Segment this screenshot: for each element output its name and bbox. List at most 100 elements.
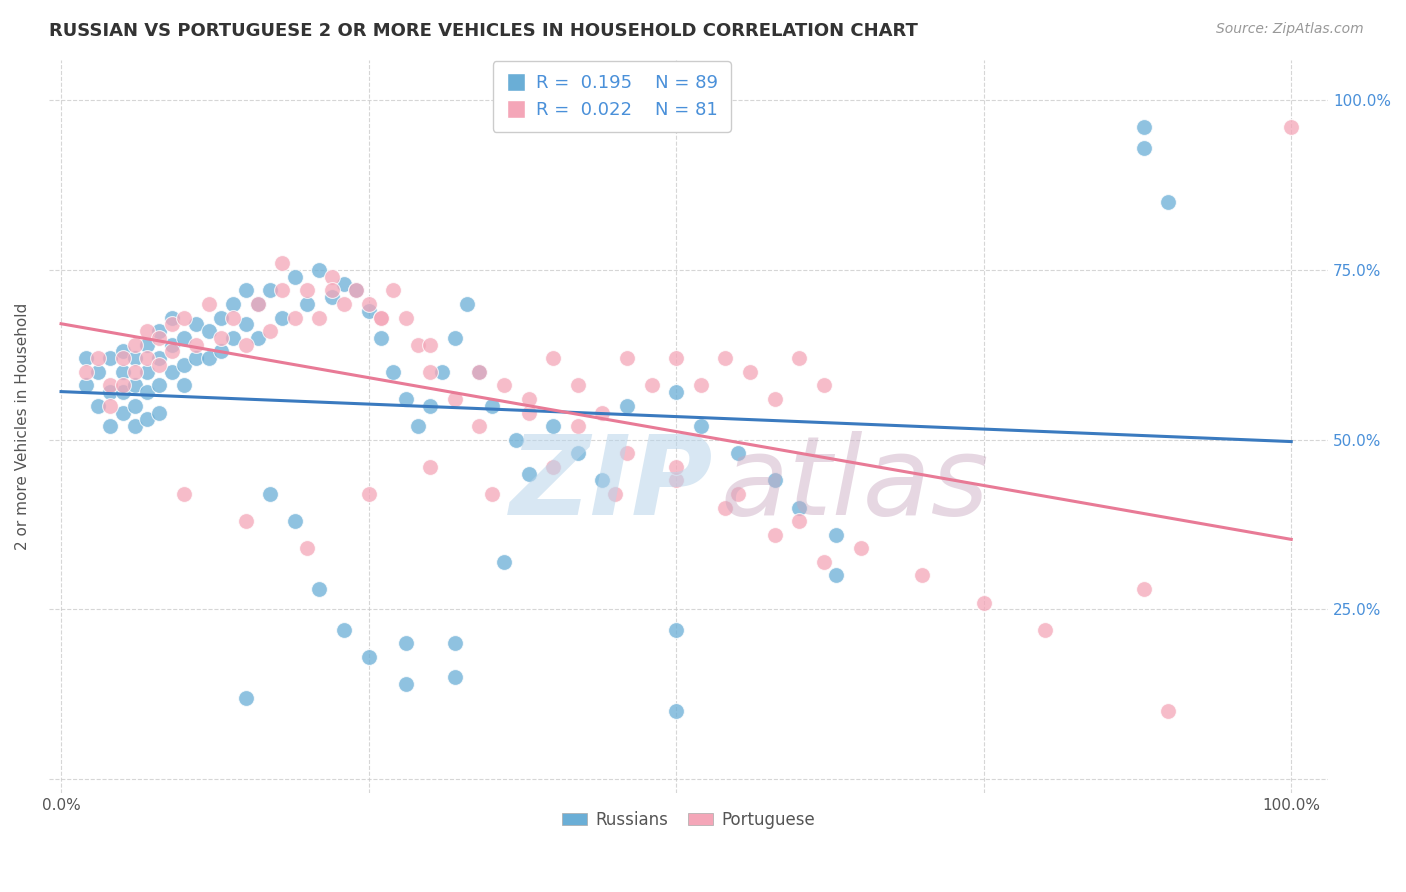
Point (591, 406, 613, 420)
Point (295, 297, 318, 311)
Point (284, 269, 307, 284)
Point (603, 487, 626, 501)
Point (148, 351, 170, 366)
Point (1157, 195, 1180, 210)
Point (1132, 120, 1154, 135)
Point (443, 392, 465, 406)
Point (517, 406, 540, 420)
Point (197, 297, 219, 311)
Point (136, 351, 159, 366)
Point (136, 337, 159, 351)
Point (689, 378, 711, 392)
Point (468, 419, 491, 434)
Point (295, 284, 318, 298)
Point (333, 297, 356, 311)
Point (727, 446, 749, 460)
Point (640, 378, 662, 392)
Point (406, 419, 429, 434)
Point (124, 365, 146, 379)
Point (160, 337, 183, 351)
Point (75, 351, 97, 366)
Point (825, 527, 848, 541)
Point (75, 365, 97, 379)
Point (284, 310, 307, 325)
Point (689, 419, 711, 434)
Point (973, 596, 995, 610)
Text: Source: ZipAtlas.com: Source: ZipAtlas.com (1216, 22, 1364, 37)
Point (370, 310, 392, 325)
Point (665, 704, 688, 718)
Point (567, 446, 589, 460)
Point (173, 310, 195, 325)
Point (222, 310, 245, 325)
Point (1279, 120, 1302, 135)
Point (160, 318, 183, 332)
Point (787, 500, 810, 515)
Point (148, 331, 170, 345)
Point (825, 568, 848, 582)
Point (665, 385, 688, 400)
Point (344, 284, 367, 298)
Point (665, 351, 688, 366)
Point (357, 649, 380, 664)
Point (419, 337, 441, 351)
Point (160, 344, 183, 359)
Point (98, 351, 121, 366)
Point (111, 406, 134, 420)
Point (186, 337, 208, 351)
Point (1132, 141, 1154, 155)
Point (148, 378, 170, 392)
Point (124, 337, 146, 351)
Point (235, 284, 257, 298)
Point (246, 297, 269, 311)
Point (173, 358, 195, 372)
Point (75, 378, 97, 392)
Point (394, 392, 416, 406)
Point (148, 358, 170, 372)
Point (541, 351, 564, 366)
Point (616, 351, 638, 366)
Point (124, 399, 146, 413)
Point (98, 419, 121, 434)
Point (665, 623, 688, 637)
Point (344, 284, 367, 298)
Point (419, 399, 441, 413)
Point (567, 378, 589, 392)
Point (517, 392, 540, 406)
Point (284, 514, 307, 528)
Point (148, 406, 170, 420)
Point (665, 474, 688, 488)
Point (209, 331, 232, 345)
Point (382, 284, 405, 298)
Point (124, 351, 146, 366)
Point (111, 365, 134, 379)
Point (727, 487, 749, 501)
Point (1033, 623, 1056, 637)
Point (505, 433, 527, 447)
Point (714, 500, 737, 515)
Point (911, 568, 934, 582)
Point (111, 351, 134, 366)
Point (1132, 582, 1154, 596)
Point (160, 365, 183, 379)
Point (370, 310, 392, 325)
Point (394, 677, 416, 691)
Point (813, 378, 835, 392)
Point (492, 555, 515, 569)
Point (443, 670, 465, 684)
Point (87, 365, 110, 379)
Point (197, 324, 219, 338)
Text: ZIP: ZIP (510, 431, 713, 538)
Point (295, 541, 318, 556)
Point (209, 344, 232, 359)
Point (787, 351, 810, 366)
Y-axis label: 2 or more Vehicles in Household: 2 or more Vehicles in Household (15, 302, 30, 549)
Point (173, 487, 195, 501)
Point (271, 256, 294, 270)
Point (98, 399, 121, 413)
Point (173, 331, 195, 345)
Point (259, 487, 281, 501)
Point (124, 378, 146, 392)
Point (321, 284, 343, 298)
Point (160, 310, 183, 325)
